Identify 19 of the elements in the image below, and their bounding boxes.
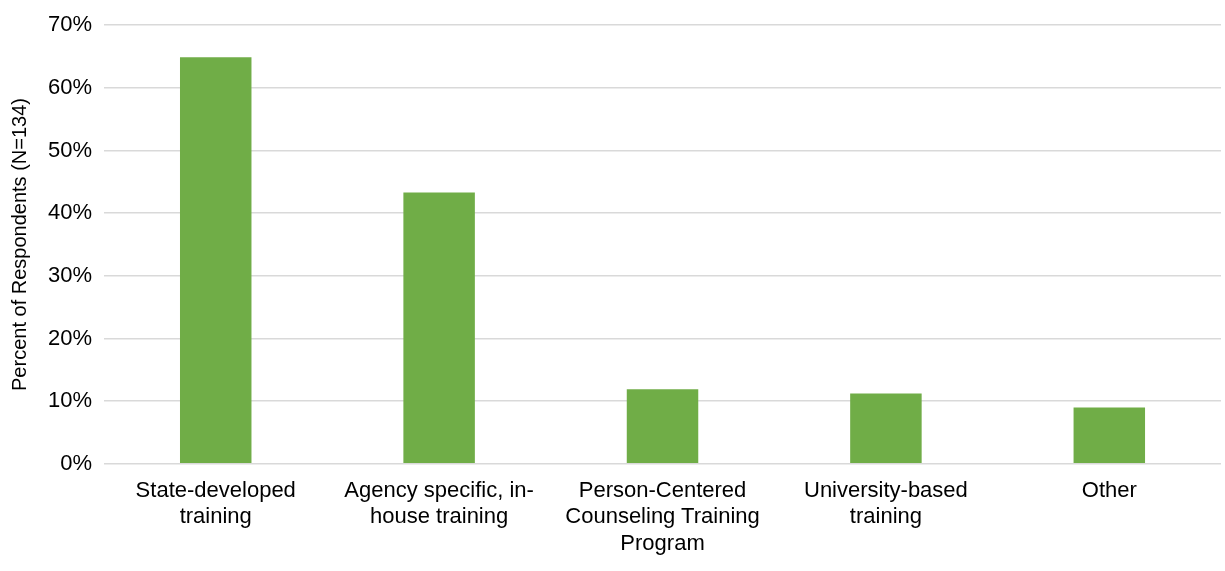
x-tick-label: University-based training bbox=[803, 477, 968, 529]
y-tick-label: 30% bbox=[47, 261, 93, 287]
bar bbox=[403, 192, 475, 464]
y-tick-label: 50% bbox=[47, 136, 93, 162]
y-tick-label: 20% bbox=[47, 324, 93, 350]
bar bbox=[179, 57, 252, 464]
y-tick-label: 0% bbox=[60, 449, 93, 475]
bar bbox=[850, 393, 922, 464]
x-tick-label: Other bbox=[1081, 477, 1137, 503]
y-tick-label: 40% bbox=[47, 199, 93, 225]
y-axis-title: Percent of Respondents (N=134) bbox=[7, 98, 30, 391]
x-tick-label: Agency specific, in-house training bbox=[344, 477, 534, 529]
y-tick-label: 70% bbox=[47, 11, 93, 37]
y-tick-label: 60% bbox=[47, 73, 93, 99]
bar bbox=[626, 389, 699, 464]
y-tick-label: 10% bbox=[47, 387, 93, 413]
x-tick-label: Person-Centered Counseling Training Program bbox=[565, 477, 760, 555]
x-tick-label: State-developed training bbox=[135, 477, 296, 529]
bar bbox=[1073, 407, 1146, 464]
